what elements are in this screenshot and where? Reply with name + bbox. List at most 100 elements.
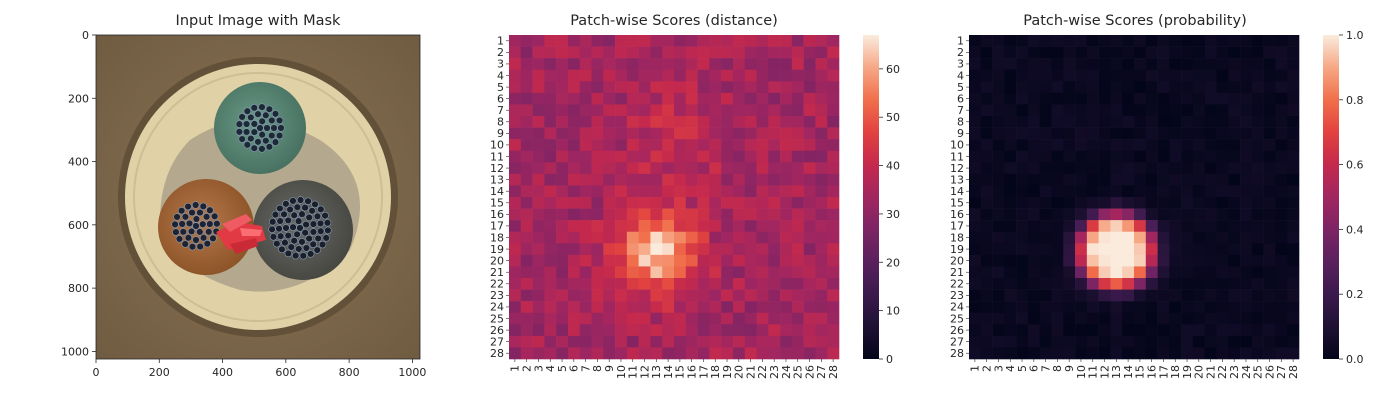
heatmap-cell — [556, 173, 569, 186]
heatmap-cell — [992, 243, 1005, 256]
heatmap-cell — [567, 139, 581, 152]
heatmap-cell — [815, 301, 828, 314]
heatmap-cell — [744, 301, 757, 314]
strand — [265, 143, 274, 151]
heatmap-cell — [579, 312, 592, 325]
heatmap-cell — [603, 266, 616, 279]
heatmap-cell — [615, 69, 628, 82]
strand — [250, 120, 259, 128]
heatmap-cell — [791, 231, 804, 244]
heatmap-cell — [1122, 266, 1135, 279]
heatmap-cell — [603, 254, 616, 267]
heatmap-cell — [662, 69, 675, 82]
heatmap-cell — [1134, 289, 1147, 302]
heatmap-cell — [744, 266, 757, 279]
heatmap-cell — [1251, 92, 1264, 105]
heatmap-cell — [1263, 162, 1276, 175]
heatmap-cell — [544, 335, 557, 348]
panel-distance-heatmap: Patch-wise Scores (distance) 12345678910… — [490, 13, 900, 379]
heatmap-cell — [1063, 92, 1076, 105]
heatmap-cell — [1063, 347, 1076, 360]
heatmap-cell — [615, 324, 628, 337]
heatmap-cell — [969, 254, 982, 267]
heatmap-cell — [638, 162, 651, 175]
heatmap-cell — [732, 127, 746, 140]
heatmap-cell — [1240, 35, 1253, 47]
heatmap-cell — [980, 92, 993, 105]
heatmap-cell — [780, 185, 793, 198]
strand — [282, 200, 290, 208]
heatmap-cell — [732, 289, 746, 302]
heatmap-cell — [1204, 162, 1217, 175]
heatmap-cell — [980, 139, 993, 152]
heatmap-cell — [1016, 46, 1029, 59]
heatmap-cell — [1181, 266, 1194, 279]
heatmap-cell — [1063, 185, 1076, 198]
heatmap-cell — [1134, 220, 1147, 233]
heatmap-cell — [1004, 92, 1017, 105]
heatmap-cell — [509, 312, 522, 325]
row-label: 3 — [957, 58, 964, 71]
col-label: 24 — [780, 365, 793, 379]
image-ytick-label: 600 — [68, 219, 89, 232]
heatmap-cell — [756, 104, 769, 117]
heatmap-cell — [509, 208, 522, 221]
heatmap-cell — [567, 104, 581, 117]
heatmap-cell — [603, 81, 616, 94]
heatmap-cell — [650, 92, 663, 105]
heatmap-cell — [1192, 278, 1206, 290]
heatmap-cell — [1169, 243, 1182, 256]
heatmap-cell — [544, 278, 557, 290]
heatmap-cell — [626, 289, 639, 302]
heatmap-cell — [1251, 347, 1264, 360]
heatmap-cell — [732, 231, 746, 244]
strand — [269, 218, 277, 226]
row-label: 7 — [957, 104, 964, 117]
heatmap-cell — [721, 289, 734, 302]
heatmap-cell — [615, 162, 628, 175]
heatmap-cell — [1145, 324, 1158, 337]
heatmap-cell — [1086, 289, 1099, 302]
col-label: 28 — [827, 365, 840, 379]
heatmap-cell — [721, 254, 734, 267]
heatmap-cell — [744, 185, 757, 198]
heatmap-cell — [615, 335, 628, 348]
heatmap-cell — [1204, 220, 1217, 233]
heatmap-cell — [709, 46, 722, 59]
heatmap-cell — [544, 92, 557, 105]
heatmap-cell — [969, 35, 982, 47]
heatmap-cell — [603, 35, 616, 47]
heatmap-cell — [1027, 46, 1041, 59]
col-label: 7 — [579, 365, 592, 372]
strand — [282, 224, 290, 232]
heatmap-cell — [1086, 266, 1099, 279]
heatmap-cell — [1275, 254, 1288, 267]
heatmap-cell — [1051, 35, 1064, 47]
heatmap-cell — [980, 116, 993, 128]
strand — [199, 220, 207, 228]
heatmap-cell — [1122, 150, 1135, 163]
heatmap-cell — [1098, 173, 1111, 186]
heatmap-cell — [827, 220, 840, 233]
heatmap-cell — [1004, 46, 1017, 59]
row-label: 24 — [950, 301, 964, 314]
heatmap-cell — [815, 162, 828, 175]
heatmap-cell — [520, 324, 533, 337]
heatmap-cell — [1181, 92, 1194, 105]
heatmap-cell — [1122, 81, 1135, 94]
heatmap-cell — [1204, 127, 1217, 140]
heatmap-cell — [803, 266, 816, 279]
heatmap-cell — [1134, 335, 1147, 348]
heatmap-cell — [615, 289, 628, 302]
heatmap-cell — [732, 324, 746, 337]
strand — [254, 110, 262, 118]
heatmap-cell — [803, 289, 816, 302]
heatmap-cell — [969, 92, 982, 105]
heatmap-cell — [544, 81, 557, 94]
heatmap-cell — [650, 301, 663, 314]
heatmap-cell — [674, 46, 687, 59]
heatmap-cell — [1204, 347, 1217, 360]
heatmap-cell — [1275, 185, 1288, 198]
heatmap-cell — [1145, 150, 1158, 163]
